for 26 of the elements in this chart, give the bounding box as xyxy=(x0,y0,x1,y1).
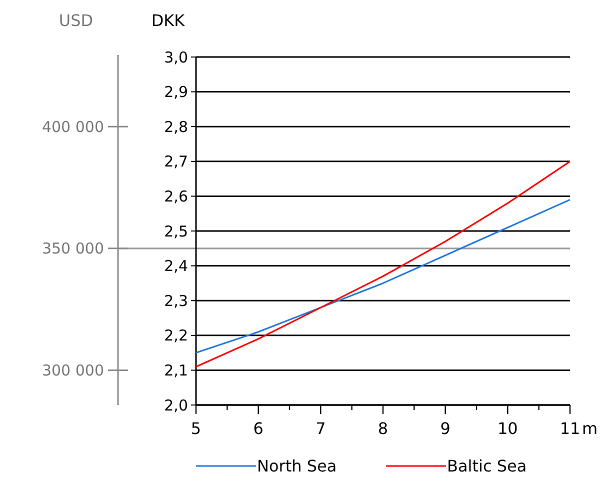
x-axis-title: m xyxy=(582,419,598,438)
y-axis-title: DKK xyxy=(151,11,186,30)
x-tick-label: 6 xyxy=(253,419,264,438)
y-tick-label: 2,1 xyxy=(164,361,188,380)
x-tick-label: 11 xyxy=(560,419,580,438)
legend-label: North Sea xyxy=(257,456,337,476)
y-tick-label: 2,8 xyxy=(164,118,188,136)
x-tick-label: 8 xyxy=(378,419,388,438)
y-tick-label: 2,0 xyxy=(164,396,188,414)
legend-label: Baltic Sea xyxy=(447,456,527,476)
x-tick-label: 7 xyxy=(316,419,326,438)
y2-tick-label: 400 000 xyxy=(42,118,104,136)
y2-axis-title: USD xyxy=(58,11,94,30)
y-tick-label: 3,0 xyxy=(164,48,188,66)
y-tick-label: 2,4 xyxy=(164,257,188,276)
y2-tick-label: 300 000 xyxy=(42,361,104,380)
x-tick-label: 10 xyxy=(497,419,518,438)
y-tick-label: 2,9 xyxy=(164,83,188,102)
x-tick-label: 9 xyxy=(440,419,450,438)
y-tick-label: 2,2 xyxy=(164,326,188,345)
y-tick-label: 2,5 xyxy=(164,222,188,240)
y-tick-label: 2,7 xyxy=(164,152,188,171)
y-tick-label: 2,3 xyxy=(164,292,188,310)
x-tick-label: 5 xyxy=(190,419,202,438)
y-tick-label: 2,6 xyxy=(164,187,188,206)
y2-tick-label: 350 000 xyxy=(42,240,104,258)
